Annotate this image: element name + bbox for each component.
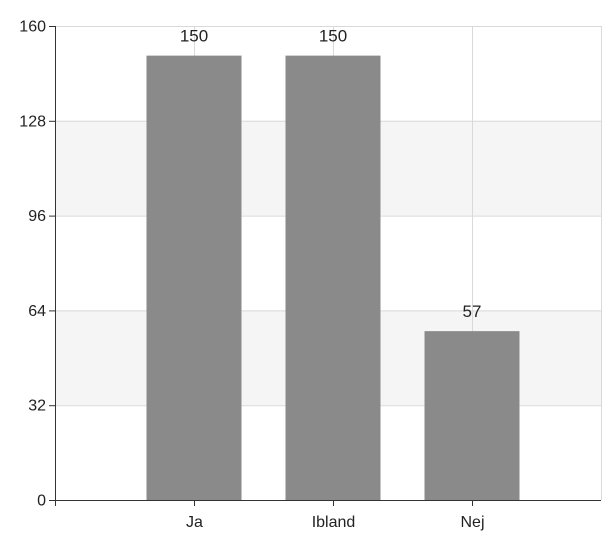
bar-nej [424,331,520,500]
data-label-nej: 57 [463,302,482,321]
y-tick-label: 96 [28,208,46,225]
data-label-ibland: 150 [319,27,347,46]
y-tick-label: 160 [19,19,46,36]
x-tick-label: Ibland [312,514,356,531]
data-label-ja: 150 [180,27,208,46]
axes [49,26,601,506]
x-tick-label: Nej [460,514,484,531]
bars [146,55,520,500]
x-axis-ticks: Ja Ibland Nej [186,500,485,531]
y-tick-label: 128 [19,113,46,130]
y-tick-label: 0 [37,493,46,510]
bar-ja [146,55,242,500]
bar-ibland [285,55,381,500]
y-axis-ticks: 0 32 64 96 128 160 [19,19,55,510]
data-labels: 150 150 57 [180,27,482,322]
y-tick-label: 64 [28,303,46,320]
y-tick-label: 32 [28,398,46,415]
x-tick-label: Ja [186,514,203,531]
